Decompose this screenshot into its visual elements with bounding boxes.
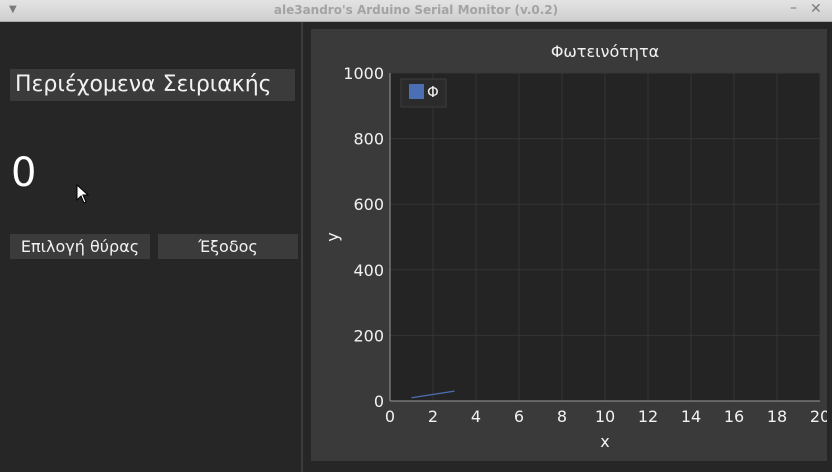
- close-button[interactable]: ✕: [810, 1, 822, 17]
- y-tick-label: 800: [353, 130, 384, 149]
- chart-frame: 0 2 4 6 8 10 12 14 16 18 20 0 200 400 600 800 1000 Φωτει…: [311, 29, 830, 461]
- x-tick-label: 18: [767, 407, 787, 426]
- x-tick-label: 16: [724, 407, 744, 426]
- x-tick-label: 6: [514, 407, 524, 426]
- y-tick-label: 0: [374, 392, 384, 411]
- x-tick-label: 12: [638, 407, 658, 426]
- chevron-down-icon[interactable]: ▼: [9, 4, 17, 15]
- y-tick-label: 200: [353, 326, 384, 345]
- exit-button[interactable]: Έξοδος: [158, 234, 298, 259]
- minimize-button[interactable]: –: [790, 0, 797, 16]
- x-tick-label: 2: [428, 407, 438, 426]
- legend-swatch: [409, 84, 424, 99]
- y-tick-label: 400: [353, 261, 384, 280]
- select-port-button[interactable]: Επιλογή θύρας: [10, 234, 150, 259]
- x-tick-label: 10: [595, 407, 615, 426]
- mouse-cursor-icon: [76, 184, 90, 204]
- left-panel: Περιέχομενα Σειριακής 0 Επιλογή θύρας Έξ…: [0, 22, 301, 472]
- current-value-display: 0: [11, 150, 37, 196]
- x-tick-label: 20: [810, 407, 827, 426]
- chart-axes: [389, 73, 820, 402]
- serial-contents-label: Περιέχομενα Σειριακής: [10, 69, 295, 101]
- x-tick-label: 4: [471, 407, 481, 426]
- chart-series: [411, 390, 455, 399]
- chart-grid: [389, 72, 821, 402]
- legend-label: Φ: [427, 83, 439, 101]
- window-title: ale3andro's Arduino Serial Monitor (v.0.…: [273, 3, 559, 17]
- right-panel: 0 2 4 6 8 10 12 14 16 18 20 0 200 400 600 800 1000 Φωτει…: [303, 22, 832, 472]
- panel-splitter[interactable]: [301, 22, 303, 472]
- x-axis-label: x: [600, 432, 609, 451]
- x-tick-label: 14: [681, 407, 701, 426]
- x-tick-label: 0: [385, 407, 395, 426]
- chart-legend: Φ: [400, 78, 447, 108]
- y-axis-label: y: [323, 232, 342, 241]
- chart-title: Φωτεινότητα: [551, 42, 659, 61]
- y-tick-label: 1000: [343, 64, 384, 83]
- title-bar: ▼ ale3andro's Arduino Serial Monitor (v.…: [0, 0, 832, 22]
- series-line: [411, 390, 455, 399]
- y-tick-label: 600: [353, 195, 384, 214]
- x-tick-label: 8: [557, 407, 567, 426]
